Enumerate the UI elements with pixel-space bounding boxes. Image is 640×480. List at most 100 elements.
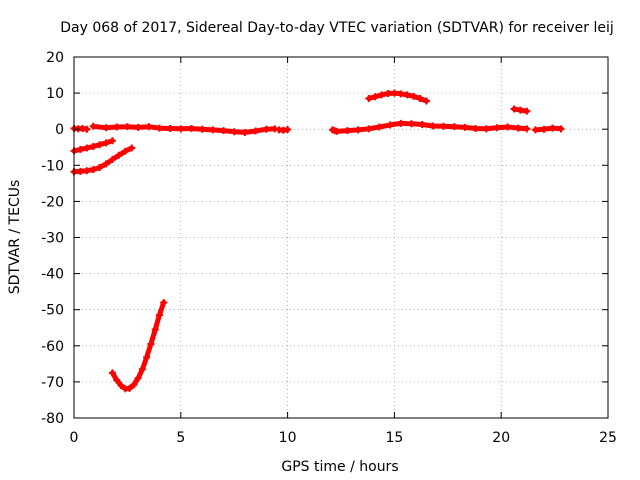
y-tick-label: -10 — [41, 158, 64, 174]
data-point — [108, 369, 116, 377]
data-point — [76, 145, 84, 153]
x-tick-label: 0 — [70, 430, 79, 446]
data-point — [371, 93, 379, 101]
data-point — [386, 121, 394, 129]
data-point — [365, 95, 373, 103]
data-point — [102, 139, 110, 147]
data-point — [262, 125, 270, 133]
data-point — [108, 137, 116, 145]
data-point — [343, 127, 351, 135]
data-point — [378, 91, 386, 99]
data-point — [209, 126, 217, 134]
data-point — [493, 124, 501, 132]
data-point — [461, 123, 469, 131]
data-point — [113, 123, 121, 131]
data-point — [123, 123, 131, 131]
data-point — [333, 127, 341, 135]
data-point — [134, 123, 142, 131]
data-point — [514, 124, 522, 132]
data-point — [241, 128, 249, 136]
y-tick-label: -70 — [41, 375, 64, 391]
data-point — [113, 376, 121, 384]
data-point — [418, 121, 426, 129]
y-tick-label: -50 — [41, 303, 64, 319]
data-point — [89, 143, 97, 151]
y-tick-label: 10 — [46, 86, 64, 102]
data-point — [89, 122, 97, 130]
data-point — [390, 89, 398, 97]
data-point — [523, 107, 531, 115]
data-point — [482, 125, 490, 133]
x-tick-label: 25 — [599, 430, 617, 446]
data-point — [96, 163, 104, 171]
data-point — [76, 167, 84, 175]
data-point — [102, 160, 110, 168]
data-point — [138, 365, 146, 373]
x-axis-label: GPS time / hours — [281, 459, 398, 475]
data-point — [145, 123, 153, 131]
axis-ticks: 0 5 10 15 20 25 20 10 0 -10 -20 -30 -40 -50 -60 -70 -80 — [41, 50, 617, 446]
data-point — [540, 125, 548, 133]
x-tick-label: 20 — [492, 430, 510, 446]
data-point — [96, 141, 104, 149]
data-point — [83, 167, 91, 175]
x-tick-label: 5 — [176, 430, 185, 446]
data-point — [155, 124, 163, 132]
x-tick-label: 10 — [279, 430, 297, 446]
data-point — [429, 122, 437, 130]
data-point — [422, 97, 430, 105]
data-point — [177, 125, 185, 133]
data-point — [230, 128, 238, 136]
series-arc-i-trace — [532, 125, 564, 133]
data-point — [187, 124, 195, 132]
data-point — [151, 326, 159, 334]
data-point — [516, 106, 524, 114]
x-tick-label: 15 — [385, 430, 403, 446]
data-point — [147, 340, 155, 348]
data-point — [472, 124, 480, 132]
data-point — [375, 123, 383, 131]
data-point — [143, 353, 151, 361]
data-point — [83, 125, 91, 133]
data-point — [548, 124, 556, 132]
data-point — [403, 91, 411, 99]
y-tick-label: -60 — [41, 339, 64, 355]
y-axis-label: SDTVAR / TECUs — [7, 180, 23, 295]
data-point — [354, 126, 362, 134]
data-point — [384, 89, 392, 97]
data-point — [450, 123, 458, 131]
data-point — [115, 151, 123, 159]
y-tick-label: -40 — [41, 267, 64, 283]
data-point — [108, 156, 116, 164]
data-point — [407, 120, 415, 128]
y-tick-label: 20 — [46, 50, 64, 66]
data-point — [83, 144, 91, 152]
data-point — [121, 147, 129, 155]
data-point — [134, 374, 142, 382]
data-point — [220, 127, 228, 135]
data-point — [365, 125, 373, 133]
data-point — [410, 92, 418, 100]
data-point — [397, 90, 405, 98]
chart-title: Day 068 of 2017, Sidereal Day-to-day VTE… — [60, 20, 614, 36]
data-point — [416, 95, 424, 103]
y-tick-label: -20 — [41, 194, 64, 210]
data-point — [117, 382, 125, 390]
data-point — [397, 119, 405, 127]
data-point — [252, 127, 260, 135]
data-point — [504, 123, 512, 131]
data-point — [284, 126, 292, 134]
y-tick-label: -80 — [41, 411, 64, 427]
data-point — [128, 144, 136, 152]
data-point — [166, 124, 174, 132]
data-point — [198, 125, 206, 133]
data-point — [89, 166, 97, 174]
data-point — [160, 298, 168, 306]
data-point — [126, 384, 134, 392]
data-point — [440, 122, 448, 130]
data-point — [510, 105, 518, 113]
data-point — [155, 311, 163, 319]
data-point — [523, 125, 531, 133]
data-point — [102, 124, 110, 132]
